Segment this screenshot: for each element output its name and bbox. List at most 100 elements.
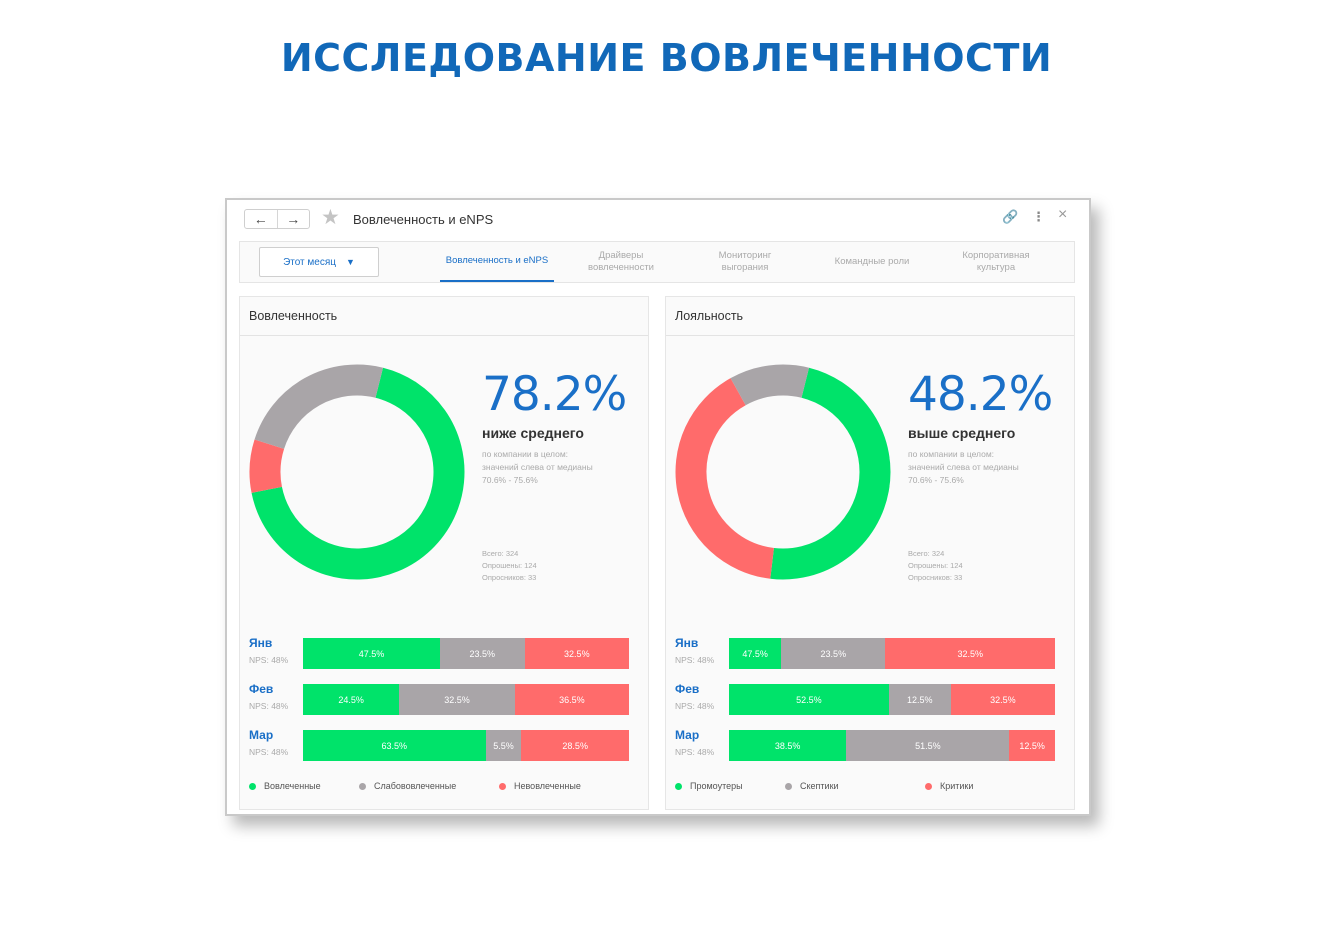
- tab-engagement-enps[interactable]: Вовлеченность и eNPS: [440, 242, 554, 282]
- stacked-bar: 63.5% 5.5% 28.5%: [303, 730, 629, 761]
- bar-segment: 52.5%: [729, 684, 889, 715]
- donut-slice-1: [675, 378, 775, 579]
- chevron-down-icon: ▼: [346, 257, 355, 267]
- arrow-right-icon[interactable]: →: [276, 210, 310, 228]
- tab-team-roles[interactable]: Командные роли: [820, 242, 924, 282]
- legend-label: Критики: [940, 781, 974, 791]
- loyalty-donut: [675, 364, 891, 580]
- month-row: Янв NPS: 48% 47.5% 23.5% 32.5%: [675, 636, 1065, 670]
- month-name: Фев: [249, 682, 274, 696]
- engagement-value: 78.2%: [482, 367, 627, 422]
- legend-label: Невовлеченные: [514, 781, 581, 791]
- donut-slice-2: [254, 364, 383, 450]
- stat-surveys: Опросников: 33: [908, 573, 963, 582]
- stat-surveyed: Опрошены: 124: [908, 561, 963, 570]
- month-nps: NPS: 48%: [249, 655, 289, 665]
- star-icon[interactable]: ★: [321, 206, 340, 229]
- donut-slice-0: [251, 367, 465, 580]
- stat-total: Всего: 324: [482, 549, 519, 558]
- slide-title: ИССЛЕДОВАНИЕ ВОВЛЕЧЕННОСТИ: [280, 36, 1053, 80]
- legend-item: Невовлеченные: [499, 781, 581, 791]
- tab-burnout-monitoring[interactable]: Мониторинг выгорания: [692, 242, 798, 282]
- window-title: Вовлеченность и eNPS: [353, 212, 494, 227]
- bar-segment: 38.5%: [729, 730, 847, 761]
- month-nps: NPS: 48%: [675, 655, 715, 665]
- stacked-bar: 47.5% 23.5% 32.5%: [729, 638, 1055, 669]
- donut-slice-0: [770, 367, 891, 580]
- month-nps: NPS: 48%: [675, 701, 715, 711]
- engagement-comparison: ниже среднего: [482, 425, 584, 441]
- month-nps: NPS: 48%: [675, 747, 715, 757]
- legend-dot-icon: [359, 782, 366, 790]
- loyalty-legend: Промоутеры Скептики Критики: [675, 781, 1065, 795]
- link-icon[interactable]: 🔗: [1002, 209, 1019, 224]
- stat-surveys: Опросников: 33: [482, 573, 537, 582]
- month-row: Фев NPS: 48% 52.5% 12.5% 32.5%: [675, 682, 1065, 716]
- bar-segment: 5.5%: [485, 730, 522, 761]
- tab-corporate-culture[interactable]: Корпоративная культура: [944, 242, 1048, 282]
- loyalty-stats: Всего: 324 Опрошены: 124 Опросников: 33: [908, 548, 963, 584]
- month-name: Фев: [675, 682, 700, 696]
- bar-segment: 32.5%: [885, 638, 1055, 669]
- legend-item: Вовлеченные: [249, 781, 321, 791]
- legend-item: Скептики: [785, 781, 839, 791]
- bar-segment: 47.5%: [303, 638, 440, 669]
- bar-segment: 12.5%: [1009, 730, 1055, 761]
- stat-total: Всего: 324: [908, 549, 945, 558]
- app-window: ← → ★ Вовлеченность и eNPS 🔗 ⋮ × Этот ме…: [225, 198, 1091, 816]
- legend-item: Слабововлеченные: [359, 781, 456, 791]
- panel-title: Лояльность: [666, 297, 1074, 336]
- legend-label: Промоутеры: [690, 781, 743, 791]
- legend-item: Промоутеры: [675, 781, 743, 791]
- bar-segment: 32.5%: [950, 684, 1055, 715]
- engagement-note: по компании в целом: значений слева от м…: [482, 449, 593, 485]
- stacked-bar: 52.5% 12.5% 32.5%: [729, 684, 1055, 715]
- tab-label: Корпоративная культура: [962, 250, 1030, 273]
- legend-dot-icon: [785, 782, 792, 790]
- arrow-left-icon[interactable]: ←: [253, 211, 268, 227]
- period-select-value: Этот месяц: [283, 256, 336, 268]
- bar-segment: 36.5%: [514, 684, 629, 715]
- tab-label: Вовлеченность и eNPS: [445, 255, 549, 266]
- stacked-bar: 24.5% 32.5% 36.5%: [303, 684, 629, 715]
- bar-segment: 32.5%: [399, 684, 515, 715]
- legend-dot-icon: [925, 782, 932, 790]
- tab-label: Командные роли: [834, 256, 910, 267]
- loyalty-value: 48.2%: [908, 367, 1053, 422]
- month-name: Мар: [675, 728, 700, 742]
- bar-segment: 47.5%: [729, 638, 782, 669]
- loyalty-panel: Лояльность 48.2% выше среднего по компан…: [665, 296, 1075, 810]
- bar-segment: 28.5%: [521, 730, 629, 761]
- loyalty-note: по компании в целом: значений слева от м…: [908, 449, 1019, 485]
- month-nps: NPS: 48%: [249, 747, 289, 757]
- stat-surveyed: Опрошены: 124: [482, 561, 537, 570]
- loyalty-comparison: выше среднего: [908, 425, 1016, 441]
- history-nav: ← →: [244, 209, 310, 229]
- report-toolbar: Этот месяц ▼ Вовлеченность и eNPS Драйве…: [239, 241, 1075, 283]
- month-row: Мар NPS: 48% 38.5% 51.5% 12.5%: [675, 728, 1065, 762]
- donut-slice-2: [730, 364, 810, 406]
- more-vertical-icon[interactable]: ⋮: [1032, 209, 1045, 224]
- month-name: Янв: [249, 636, 273, 650]
- engagement-legend: Вовлеченные Слабововлеченные Невовлеченные: [249, 781, 639, 795]
- engagement-panel: Вовлеченность 78.2% ниже среднего по ком…: [239, 296, 649, 810]
- tab-label: Драйверы вовлеченности: [588, 250, 654, 273]
- legend-dot-icon: [249, 782, 256, 790]
- month-row: Янв NPS: 48% 47.5% 23.5% 32.5%: [249, 636, 639, 670]
- bar-segment: 24.5%: [303, 684, 400, 715]
- legend-dot-icon: [675, 782, 682, 790]
- month-nps: NPS: 48%: [249, 701, 289, 711]
- bar-segment: 12.5%: [888, 684, 951, 715]
- legend-label: Скептики: [800, 781, 839, 791]
- engagement-donut: [249, 364, 465, 580]
- close-icon[interactable]: ×: [1058, 206, 1068, 223]
- legend-label: Слабововлеченные: [374, 781, 457, 791]
- legend-item: Критики: [925, 781, 973, 791]
- window-titlebar: ← → ★ Вовлеченность и eNPS 🔗 ⋮ ×: [227, 200, 1089, 240]
- bar-segment: 51.5%: [846, 730, 1010, 761]
- month-row: Мар NPS: 48% 63.5% 5.5% 28.5%: [249, 728, 639, 762]
- bar-segment: 63.5%: [303, 730, 486, 761]
- period-select[interactable]: Этот месяц ▼: [259, 247, 379, 277]
- month-name: Мар: [249, 728, 274, 742]
- tab-engagement-drivers[interactable]: Драйверы вовлеченности: [568, 242, 674, 282]
